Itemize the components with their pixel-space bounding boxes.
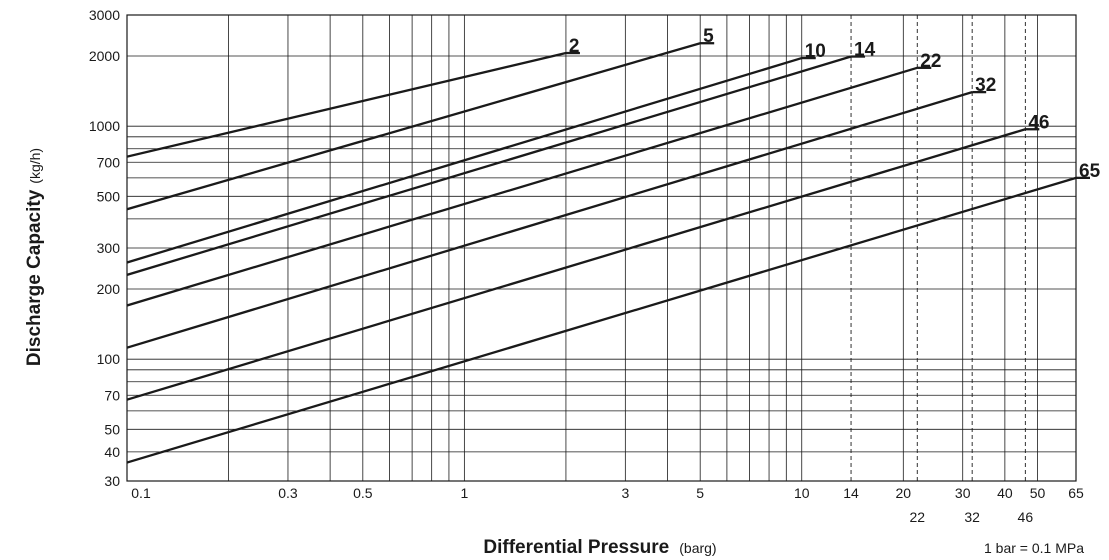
series-label-5: 5 bbox=[703, 26, 714, 47]
series-label-2: 2 bbox=[569, 36, 580, 57]
x-tick-label: 3 bbox=[621, 485, 629, 501]
y-tick-label: 3000 bbox=[89, 7, 120, 23]
x-tick-label: 1 bbox=[460, 485, 468, 501]
series-line-22 bbox=[126, 66, 918, 307]
unit-conversion-note: 1 bar = 0.1 MPa bbox=[984, 540, 1084, 556]
x-tick-label-secondary: 46 bbox=[1018, 509, 1034, 525]
series-line-2 bbox=[126, 51, 567, 158]
x-tick-label: 10 bbox=[794, 485, 810, 501]
series-line-65 bbox=[126, 176, 1077, 464]
x-tick-label: 40 bbox=[997, 485, 1013, 501]
y-tick-label: 30 bbox=[104, 473, 120, 489]
y-tick-label: 50 bbox=[104, 421, 120, 437]
y-tick-label: 1000 bbox=[89, 118, 120, 134]
y-tick-label: 40 bbox=[104, 444, 120, 460]
series-line-14 bbox=[126, 55, 852, 276]
y-tick-label: 300 bbox=[97, 240, 121, 256]
series-label-65: 65 bbox=[1079, 161, 1101, 182]
x-axis-title: Differential Pressure (barg) bbox=[483, 537, 716, 558]
grid-lines bbox=[126, 14, 1077, 482]
y-axis-title-text: Discharge Capacity bbox=[24, 189, 45, 366]
y-tick-label: 100 bbox=[97, 351, 121, 367]
x-tick-label-secondary: 22 bbox=[909, 509, 925, 525]
series-line-5 bbox=[126, 42, 701, 211]
x-tick-label: 0.5 bbox=[353, 485, 373, 501]
y-axis-unit: (kg/h) bbox=[27, 148, 43, 184]
x-tick-label-secondary: 32 bbox=[964, 509, 980, 525]
x-tick-label: 65 bbox=[1068, 485, 1084, 501]
series-line-10 bbox=[126, 56, 803, 264]
x-tick-label: 20 bbox=[896, 485, 912, 501]
x-tick-label: 5 bbox=[696, 485, 704, 501]
y-axis-title: Discharge Capacity (kg/h) bbox=[24, 148, 45, 366]
series-label-32: 32 bbox=[975, 75, 996, 96]
y-tick-label: 70 bbox=[104, 387, 120, 403]
x-tick-label: 30 bbox=[955, 485, 971, 501]
tick-labels: 30 40 50 70 100 200 300 500 700 1000 2000 3000 0.1 0.… bbox=[89, 7, 1084, 525]
x-tick-label: 0.3 bbox=[278, 485, 298, 501]
series-line-32 bbox=[126, 91, 973, 349]
x-tick-label: 0.1 bbox=[131, 485, 151, 501]
series-label-22: 22 bbox=[920, 51, 941, 72]
y-tick-label: 200 bbox=[97, 281, 121, 297]
series-label-46: 46 bbox=[1028, 112, 1049, 133]
y-tick-label: 2000 bbox=[89, 48, 120, 64]
series-line-46 bbox=[126, 128, 1026, 401]
series-lines bbox=[126, 42, 1090, 464]
series-labels: 2 5 10 14 22 32 46 65 bbox=[569, 26, 1101, 182]
x-tick-label: 50 bbox=[1030, 485, 1046, 501]
y-tick-label: 500 bbox=[97, 188, 121, 204]
series-label-14: 14 bbox=[854, 40, 876, 61]
x-axis-title-text: Differential Pressure bbox=[483, 537, 669, 558]
x-tick-label: 14 bbox=[843, 485, 859, 501]
series-label-10: 10 bbox=[805, 41, 826, 62]
y-tick-label: 700 bbox=[97, 154, 121, 170]
x-axis-unit: (barg) bbox=[679, 540, 716, 556]
